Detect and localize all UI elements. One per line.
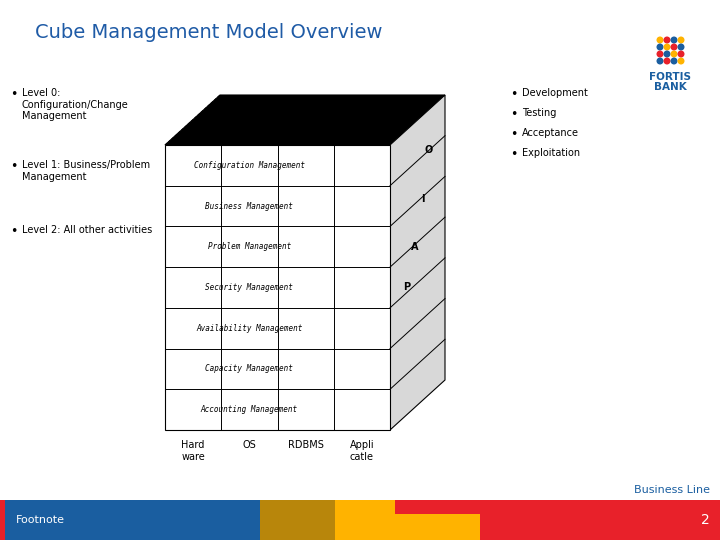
- Text: Cube Management Model Overview: Cube Management Model Overview: [35, 23, 382, 42]
- Circle shape: [657, 44, 663, 50]
- Text: Business Management: Business Management: [205, 201, 293, 211]
- Polygon shape: [390, 95, 445, 430]
- Text: Level 2: All other activities: Level 2: All other activities: [22, 225, 152, 235]
- Circle shape: [665, 58, 670, 64]
- Circle shape: [657, 37, 663, 43]
- Polygon shape: [5, 500, 395, 540]
- Text: •: •: [510, 128, 518, 141]
- Text: •: •: [10, 225, 17, 238]
- Text: O: O: [424, 145, 433, 156]
- Polygon shape: [260, 500, 335, 540]
- Text: Problem Management: Problem Management: [208, 242, 291, 251]
- Circle shape: [678, 58, 684, 64]
- Text: OS: OS: [243, 440, 256, 450]
- Circle shape: [665, 37, 670, 43]
- Polygon shape: [335, 500, 395, 540]
- Text: •: •: [510, 148, 518, 161]
- Text: Accounting Management: Accounting Management: [201, 405, 298, 414]
- Circle shape: [671, 58, 677, 64]
- Circle shape: [671, 51, 677, 57]
- Text: Development: Development: [522, 88, 588, 98]
- Polygon shape: [395, 500, 720, 540]
- Text: RDBMS: RDBMS: [288, 440, 323, 450]
- Text: Configuration Management: Configuration Management: [194, 161, 305, 170]
- Circle shape: [665, 44, 670, 50]
- Text: Availability Management: Availability Management: [196, 323, 302, 333]
- Text: Level 0:
Configuration/Change
Management: Level 0: Configuration/Change Management: [22, 88, 129, 121]
- Text: •: •: [510, 88, 518, 101]
- Text: Appli
catle: Appli catle: [350, 440, 374, 462]
- Polygon shape: [0, 500, 5, 540]
- Circle shape: [671, 44, 677, 50]
- Text: P: P: [403, 282, 410, 293]
- Circle shape: [665, 51, 670, 57]
- Text: •: •: [510, 108, 518, 121]
- Text: Acceptance: Acceptance: [522, 128, 579, 138]
- Text: Capacity Management: Capacity Management: [205, 364, 293, 374]
- Text: 2: 2: [701, 513, 710, 527]
- Text: Exploitation: Exploitation: [522, 148, 580, 158]
- Text: I: I: [421, 193, 425, 204]
- Text: Business Line: Business Line: [634, 485, 710, 495]
- Text: FORTIS: FORTIS: [649, 72, 691, 82]
- Circle shape: [678, 51, 684, 57]
- Circle shape: [657, 51, 663, 57]
- Circle shape: [671, 37, 677, 43]
- Text: •: •: [10, 160, 17, 173]
- Polygon shape: [395, 514, 480, 540]
- Text: Testing: Testing: [522, 108, 557, 118]
- Circle shape: [678, 37, 684, 43]
- Polygon shape: [165, 95, 445, 145]
- Text: Footnote: Footnote: [16, 515, 65, 525]
- Circle shape: [678, 44, 684, 50]
- Text: Hard
ware: Hard ware: [181, 440, 205, 462]
- Circle shape: [657, 58, 663, 64]
- Text: Level 1: Business/Problem
Management: Level 1: Business/Problem Management: [22, 160, 150, 181]
- Text: •: •: [10, 88, 17, 101]
- Text: A: A: [411, 242, 418, 252]
- Text: Security Management: Security Management: [205, 283, 293, 292]
- Text: BANK: BANK: [654, 82, 687, 92]
- Polygon shape: [165, 145, 390, 430]
